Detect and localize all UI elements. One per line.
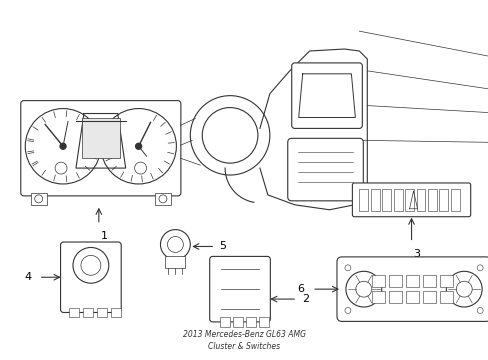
Bar bbox=[165, 256, 185, 268]
Bar bbox=[416, 189, 425, 211]
Bar bbox=[258, 317, 268, 327]
Bar bbox=[422, 291, 435, 303]
Bar bbox=[155, 193, 171, 205]
Bar bbox=[111, 307, 121, 318]
Bar bbox=[405, 275, 418, 287]
Bar bbox=[69, 307, 79, 318]
Bar bbox=[404, 189, 413, 211]
Bar bbox=[405, 291, 418, 303]
FancyBboxPatch shape bbox=[287, 138, 363, 201]
Bar bbox=[388, 275, 401, 287]
Bar bbox=[422, 275, 435, 287]
Bar bbox=[97, 307, 106, 318]
Bar bbox=[439, 275, 452, 287]
Bar bbox=[233, 317, 243, 327]
Circle shape bbox=[135, 143, 142, 149]
FancyBboxPatch shape bbox=[209, 256, 270, 322]
Bar bbox=[427, 189, 436, 211]
Bar bbox=[82, 118, 120, 158]
Bar bbox=[439, 189, 447, 211]
Bar bbox=[245, 317, 255, 327]
FancyBboxPatch shape bbox=[20, 100, 181, 196]
Bar bbox=[220, 317, 230, 327]
Text: 2: 2 bbox=[302, 294, 309, 304]
Bar bbox=[83, 307, 93, 318]
Text: 3: 3 bbox=[412, 249, 419, 260]
Bar bbox=[382, 189, 390, 211]
FancyBboxPatch shape bbox=[336, 257, 488, 321]
FancyBboxPatch shape bbox=[61, 242, 121, 312]
Text: 6: 6 bbox=[297, 284, 304, 294]
FancyBboxPatch shape bbox=[291, 63, 362, 129]
Bar bbox=[31, 193, 46, 205]
Bar bbox=[359, 189, 367, 211]
Bar bbox=[439, 291, 452, 303]
Bar bbox=[371, 291, 385, 303]
Bar bbox=[393, 189, 402, 211]
Text: 5: 5 bbox=[219, 242, 225, 252]
Bar bbox=[371, 275, 385, 287]
Text: 1: 1 bbox=[101, 231, 108, 240]
Circle shape bbox=[60, 143, 66, 149]
Bar bbox=[388, 291, 401, 303]
Bar bbox=[450, 189, 459, 211]
Bar bbox=[370, 189, 379, 211]
Text: 2013 Mercedes-Benz GL63 AMG
Cluster & Switches: 2013 Mercedes-Benz GL63 AMG Cluster & Sw… bbox=[182, 330, 305, 351]
Text: 4: 4 bbox=[24, 272, 32, 282]
FancyBboxPatch shape bbox=[352, 183, 470, 217]
